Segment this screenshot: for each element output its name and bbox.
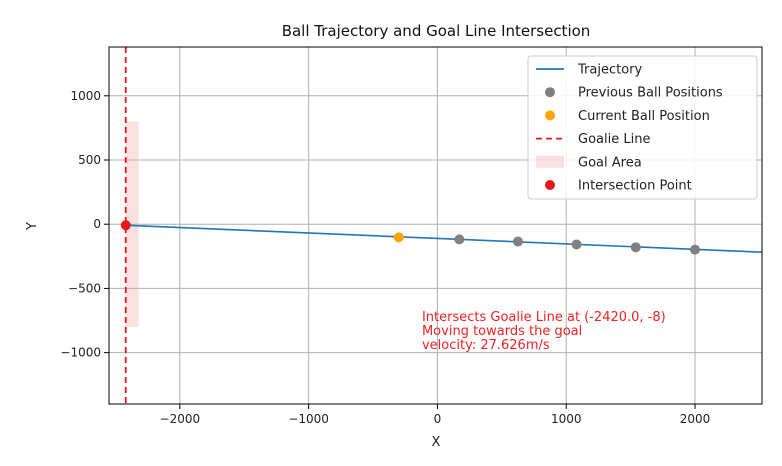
y-ticks: 1000 500 0 −500 −1000 — [60, 89, 109, 360]
y-tick-label: 1000 — [70, 89, 101, 103]
annotation-line: velocity: 27.626m/s — [422, 338, 550, 353]
x-tick-label: 1000 — [551, 412, 582, 426]
previous-ball-position-point — [454, 234, 465, 245]
legend-label: Goal Area — [578, 155, 642, 170]
x-tick-label: 0 — [434, 412, 442, 426]
y-tick-label: −500 — [68, 281, 101, 295]
legend-frame — [527, 55, 758, 200]
y-tick-label: 0 — [93, 217, 101, 231]
current-ball-position-point — [393, 232, 404, 243]
annotation-line: Moving towards the goal — [422, 324, 582, 339]
x-tick-label: 2000 — [680, 412, 711, 426]
annotation-line: Intersects Goalie Line at (-2420.0, -8) — [422, 310, 666, 325]
plot-frame — [108, 46, 763, 405]
intersection-point — [120, 220, 131, 231]
y-tick-label: 500 — [78, 153, 101, 167]
legend-label: Previous Ball Positions — [578, 86, 723, 101]
goal-area — [125, 121, 139, 327]
x-axis-label: X — [432, 435, 441, 450]
annotation: Intersects Goalie Line at (-2420.0, -8)M… — [422, 310, 666, 353]
y-tick-label: −1000 — [60, 346, 101, 360]
y-axis-label: Y — [25, 222, 40, 231]
x-tick-label: −1000 — [288, 412, 329, 426]
chart-title: Ball Trajectory and Goal Line Intersecti… — [282, 22, 591, 40]
goal-area-rect — [125, 121, 139, 327]
previous-ball-position-point — [512, 236, 523, 247]
legend-swatch-marker — [545, 180, 555, 190]
legend-swatch-marker — [545, 87, 555, 98]
previous-ball-position-point — [690, 244, 701, 255]
legend: Trajectory Previous Ball Positions Current… — [527, 55, 758, 200]
legend-label: Goalie Line — [578, 132, 650, 147]
legend-swatch-goal-area — [536, 155, 564, 168]
x-tick-label: −2000 — [160, 412, 201, 426]
x-ticks: −2000 −1000 0 1000 2000 — [160, 404, 711, 426]
legend-swatch-marker — [545, 110, 555, 121]
trajectory-line — [125, 224, 763, 254]
legend-label: Current Ball Position — [578, 109, 710, 124]
legend-label: Trajectory — [577, 63, 642, 78]
grid — [109, 47, 762, 404]
legend-label: Intersection Point — [578, 179, 692, 194]
previous-ball-position-point — [571, 239, 582, 250]
previous-ball-position-point — [630, 242, 641, 253]
series-layer — [120, 47, 763, 404]
